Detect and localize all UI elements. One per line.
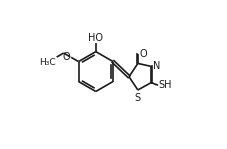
Text: S: S <box>134 93 140 103</box>
Text: N: N <box>153 61 160 71</box>
Text: H₃C: H₃C <box>39 58 56 67</box>
Text: O: O <box>140 49 147 59</box>
Text: O: O <box>63 52 71 62</box>
Text: HO: HO <box>88 33 103 43</box>
Text: SH: SH <box>159 80 172 90</box>
